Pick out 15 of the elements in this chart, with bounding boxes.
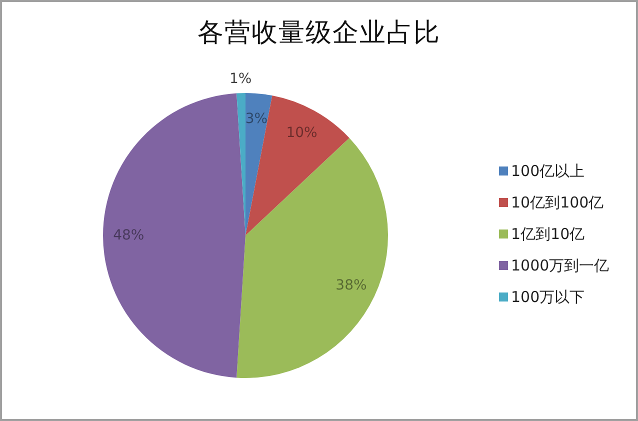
pie-slice <box>246 93 272 236</box>
legend-label: 10亿到100亿 <box>511 194 604 212</box>
data-label: 38% <box>336 277 367 294</box>
legend-label: 1000万到一亿 <box>511 256 610 274</box>
data-label: 10% <box>286 125 318 142</box>
data-label: 48% <box>113 228 144 244</box>
legend-label: 100亿以上 <box>511 162 585 180</box>
pie-slice <box>236 138 388 378</box>
legend-label: 100万以下 <box>511 288 585 306</box>
pie-slice <box>102 93 246 378</box>
data-label: 3% <box>245 111 268 128</box>
legend-label: 1亿到10亿 <box>511 225 585 243</box>
chart-title: 各营收量级企业占比 <box>198 18 440 48</box>
pie-slice <box>246 96 350 236</box>
data-label: 1% <box>229 70 252 87</box>
